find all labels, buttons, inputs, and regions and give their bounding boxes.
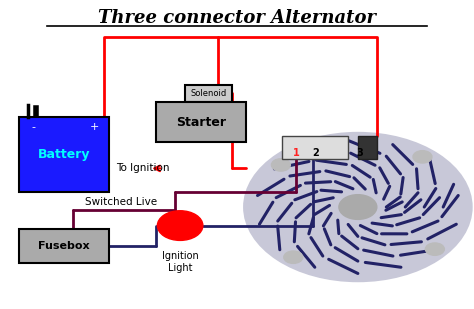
FancyBboxPatch shape (358, 136, 377, 159)
Text: To Ignition: To Ignition (116, 163, 170, 173)
Circle shape (339, 195, 377, 219)
Text: Three connector Alternator: Three connector Alternator (98, 9, 376, 27)
Circle shape (413, 151, 432, 163)
Text: 3: 3 (357, 148, 364, 158)
Circle shape (244, 133, 472, 281)
FancyBboxPatch shape (19, 229, 109, 263)
Circle shape (157, 211, 203, 240)
Text: Ignition
Light: Ignition Light (162, 251, 199, 273)
Text: +: + (90, 122, 100, 132)
Text: Switched Live: Switched Live (85, 197, 157, 207)
Text: Solenoid: Solenoid (191, 89, 227, 98)
FancyBboxPatch shape (19, 117, 109, 192)
Text: 2: 2 (312, 148, 319, 158)
FancyBboxPatch shape (156, 102, 246, 142)
FancyBboxPatch shape (282, 136, 348, 159)
Text: Battery: Battery (38, 148, 90, 161)
Text: 1: 1 (293, 148, 300, 158)
Text: Starter: Starter (176, 116, 227, 129)
Text: -: - (31, 122, 35, 132)
Circle shape (272, 159, 291, 171)
Circle shape (425, 243, 444, 255)
FancyBboxPatch shape (185, 85, 232, 102)
Text: Fusebox: Fusebox (38, 241, 90, 251)
Circle shape (284, 251, 303, 263)
